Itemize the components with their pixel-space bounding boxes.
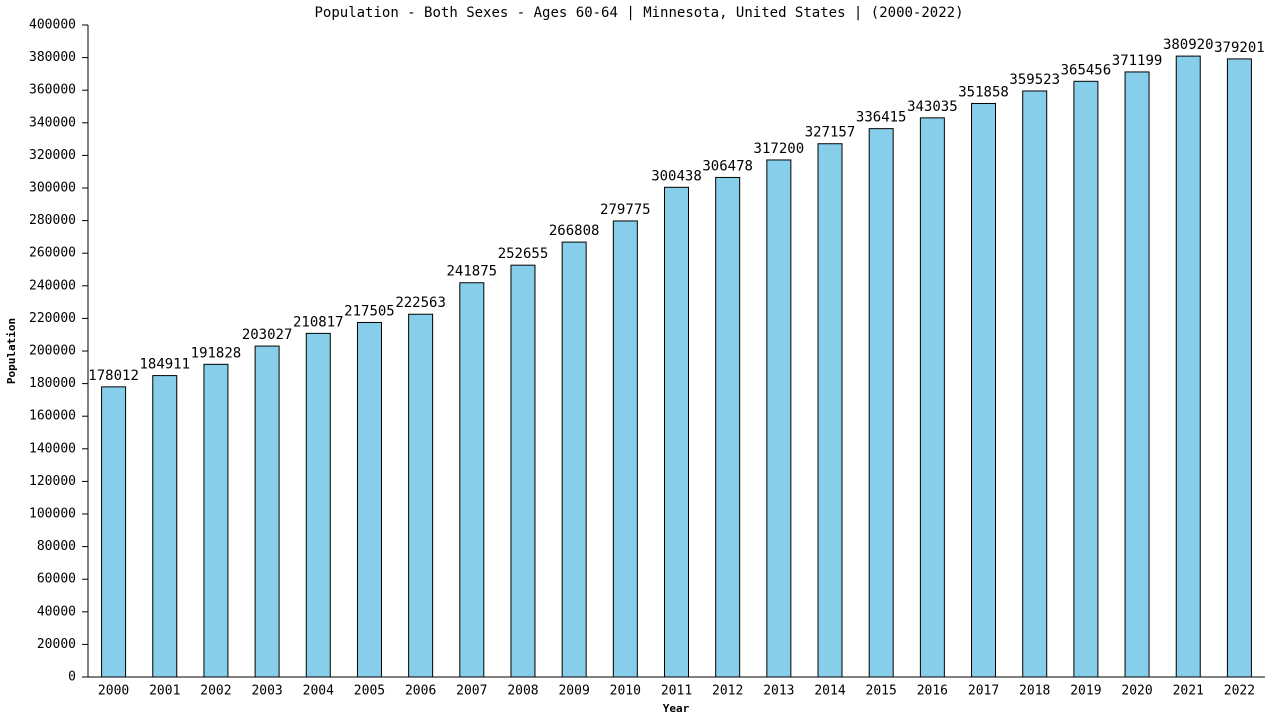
x-tick-label: 2014	[814, 684, 845, 699]
bar	[919, 117, 945, 678]
y-tick-label: 20000	[37, 637, 76, 652]
bar	[868, 128, 894, 678]
value-label: 203027	[242, 327, 293, 343]
x-tick-label: 2015	[866, 684, 897, 699]
bar	[715, 176, 741, 678]
value-label: 191828	[191, 345, 242, 361]
x-tick-label: 2009	[558, 684, 589, 699]
bar	[459, 282, 485, 678]
y-tick-label: 40000	[37, 604, 76, 619]
y-axis-title: Population	[5, 318, 18, 384]
bar	[1124, 71, 1150, 678]
x-tick-label: 2006	[405, 684, 436, 699]
y-tick-label: 100000	[29, 507, 76, 522]
value-label: 359523	[1009, 72, 1060, 88]
y-tick-label: 380000	[29, 50, 76, 65]
bar	[408, 313, 434, 678]
x-tick-label: 2018	[1019, 684, 1050, 699]
bar	[152, 375, 178, 678]
value-label: 379201	[1214, 40, 1265, 56]
bar	[817, 143, 843, 678]
x-tick-label: 2002	[200, 684, 231, 699]
value-label: 222563	[395, 295, 446, 311]
bar	[971, 102, 997, 678]
value-label: 210817	[293, 314, 344, 330]
y-tick-label: 260000	[29, 246, 76, 261]
x-tick-label: 2011	[661, 684, 692, 699]
y-tick-label: 360000	[29, 83, 76, 98]
x-tick-label: 2021	[1173, 684, 1204, 699]
x-tick-label: 2001	[149, 684, 180, 699]
bar	[1073, 80, 1099, 678]
value-label: 317200	[754, 141, 805, 157]
bar	[203, 363, 229, 678]
bar	[766, 159, 792, 678]
y-tick-label: 0	[68, 670, 76, 685]
value-label: 300438	[651, 168, 702, 184]
value-label: 184911	[139, 357, 190, 373]
bar	[254, 345, 280, 678]
y-tick-label: 200000	[29, 344, 76, 359]
x-tick-label: 2019	[1070, 684, 1101, 699]
y-tick-label: 60000	[37, 572, 76, 587]
x-tick-label: 2016	[917, 684, 948, 699]
x-tick-label: 2008	[507, 684, 538, 699]
y-tick-label: 240000	[29, 278, 76, 293]
x-tick-label: 2017	[968, 684, 999, 699]
x-tick-label: 2003	[251, 684, 282, 699]
value-label: 217505	[344, 303, 395, 319]
value-label: 306478	[702, 158, 753, 174]
bar	[305, 332, 331, 678]
value-label: 279775	[600, 202, 651, 218]
x-axis-title: Year	[663, 702, 690, 715]
x-tick-label: 2013	[763, 684, 794, 699]
value-label: 241875	[447, 264, 498, 280]
value-label: 327157	[805, 125, 856, 141]
y-tick-label: 220000	[29, 311, 76, 326]
bar	[1226, 58, 1252, 678]
x-tick-label: 2012	[712, 684, 743, 699]
bar	[612, 220, 638, 678]
y-tick-label: 340000	[29, 115, 76, 130]
x-tick-label: 2000	[98, 684, 129, 699]
bar	[356, 321, 382, 678]
y-tick-label: 320000	[29, 148, 76, 163]
value-label: 178012	[88, 368, 139, 384]
value-label: 336415	[856, 110, 907, 126]
bar	[1022, 90, 1048, 678]
value-label: 343035	[907, 99, 958, 115]
y-tick-label: 140000	[29, 441, 76, 456]
x-tick-label: 2020	[1121, 684, 1152, 699]
y-tick-label: 300000	[29, 181, 76, 196]
value-label: 371199	[1112, 53, 1163, 69]
bar	[510, 264, 536, 678]
bar	[101, 386, 127, 678]
y-tick-label: 120000	[29, 474, 76, 489]
y-tick-label: 280000	[29, 213, 76, 228]
x-tick-label: 2004	[303, 684, 334, 699]
x-tick-label: 2005	[354, 684, 385, 699]
bar	[664, 186, 689, 678]
value-label: 351858	[958, 84, 1009, 100]
bar	[1175, 55, 1201, 678]
value-label: 266808	[549, 223, 600, 239]
y-tick-label: 400000	[29, 18, 76, 33]
y-tick-label: 180000	[29, 376, 76, 391]
chart-title: Population - Both Sexes - Ages 60-64 | M…	[314, 5, 963, 21]
y-tick-label: 160000	[29, 409, 76, 424]
bar	[561, 241, 587, 678]
value-label: 365456	[1061, 62, 1112, 78]
x-tick-label: 2022	[1224, 684, 1255, 699]
x-tick-label: 2010	[610, 684, 641, 699]
x-tick-label: 2007	[456, 684, 487, 699]
value-label: 380920	[1163, 37, 1214, 53]
y-tick-label: 80000	[37, 539, 76, 554]
value-label: 252655	[498, 246, 549, 262]
